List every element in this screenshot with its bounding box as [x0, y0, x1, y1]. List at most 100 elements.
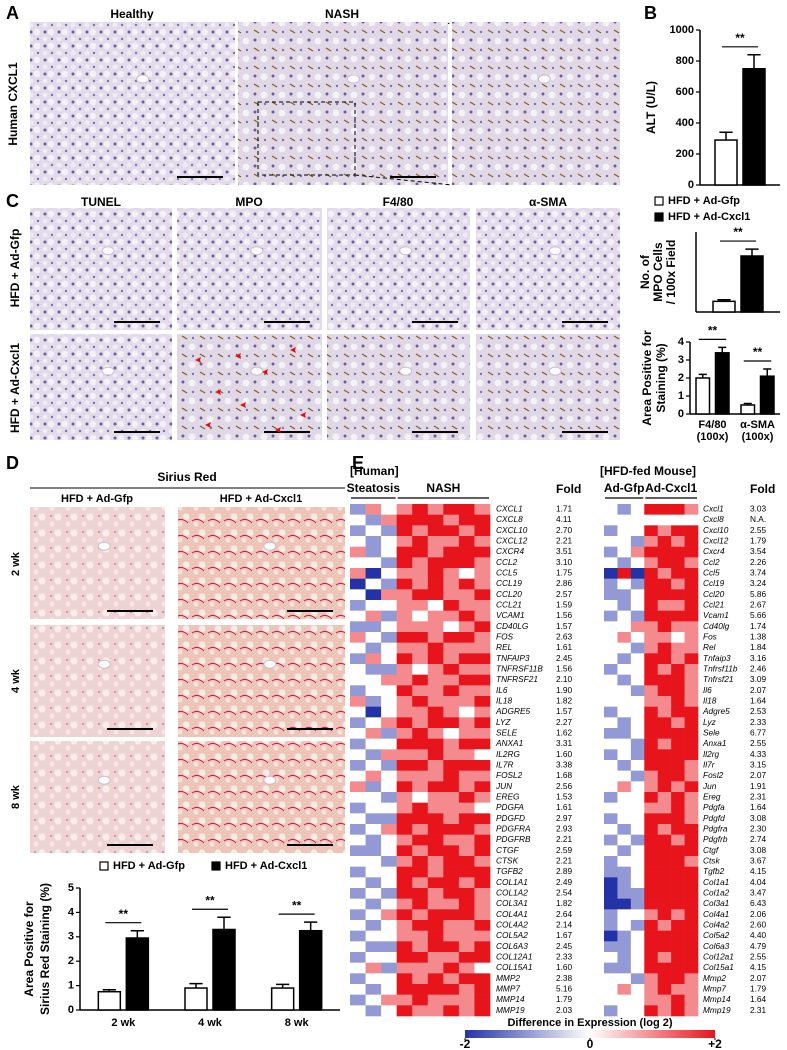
column-label: α-SMA — [529, 195, 567, 209]
heatmap-cell — [644, 994, 659, 1006]
legend-swatch — [654, 196, 664, 206]
heatmap-cell — [474, 504, 491, 515]
fold-value: 1.38 — [750, 632, 767, 642]
heatmap-cell — [617, 984, 632, 995]
gene-label: Il7r — [703, 760, 716, 770]
heatmap-cell — [474, 824, 491, 835]
heatmap-cell — [657, 877, 672, 889]
heatmap-cell — [350, 514, 366, 526]
fold-value: 1.56 — [556, 610, 573, 620]
heatmap-cell — [657, 674, 672, 686]
heatmap-cell — [474, 1005, 491, 1017]
fold-value: 2.55 — [750, 738, 767, 748]
heatmap-cell — [630, 952, 645, 963]
heatmap-cell — [617, 760, 632, 771]
fold-value: 2.60 — [750, 920, 767, 930]
micrograph — [476, 334, 620, 440]
fold-value: 2.57 — [556, 589, 573, 599]
heatmap-cell — [412, 930, 429, 942]
heatmap-cell — [412, 770, 429, 782]
heatmap-cell — [604, 589, 618, 601]
heatmap-cell — [427, 930, 444, 942]
heatmap-cell — [657, 632, 672, 643]
heatmap-cell — [458, 909, 475, 921]
heatmap-cell — [396, 760, 413, 771]
heatmap-cell — [365, 749, 382, 761]
fold-value: 4.79 — [750, 941, 767, 951]
heatmap-cell — [381, 781, 397, 793]
heatmap-cell — [657, 802, 672, 814]
heatmap-cell — [381, 962, 397, 974]
heatmap-cell — [630, 664, 645, 675]
significance-label: ** — [205, 893, 215, 907]
heatmap-cell — [630, 898, 645, 910]
heatmap-cell — [474, 845, 491, 857]
heatmap-cell — [644, 653, 659, 665]
heatmap-cell — [630, 568, 645, 579]
heatmap-cell — [412, 664, 429, 675]
heatmap-cell — [396, 610, 413, 622]
heatmap-cell — [443, 589, 460, 601]
heatmap-cell — [381, 589, 397, 601]
heatmap-cell — [684, 834, 699, 846]
heatmap-cell — [657, 834, 672, 846]
heatmap-cell — [381, 941, 397, 953]
heatmap-cell — [458, 834, 475, 846]
heatmap-cell — [396, 674, 413, 686]
heatmap-cell — [671, 962, 685, 974]
heatmap-cell — [427, 792, 444, 803]
arrow-marker — [195, 357, 201, 363]
heatmap-cell — [630, 589, 645, 601]
heatmap-cell — [617, 546, 632, 558]
heatmap-cell — [617, 728, 632, 739]
heatmap-cell — [644, 760, 659, 771]
gene-label: Ereg — [703, 792, 721, 802]
heatmap-cell — [604, 909, 618, 921]
heatmap-cell — [474, 962, 491, 974]
fold-value: 1.82 — [556, 696, 573, 706]
heatmap-cell — [350, 632, 366, 643]
heatmap-cell — [474, 610, 491, 622]
heatmap-cell — [396, 514, 413, 526]
heatmap-cell — [684, 504, 699, 515]
fold-value: 3.51 — [556, 546, 573, 556]
bar — [184, 987, 208, 1011]
x-tick-label: 4 wk — [198, 1017, 223, 1029]
heatmap-cell — [657, 546, 672, 558]
heatmap-cell — [604, 514, 618, 526]
fold-value: 1.61 — [556, 802, 573, 812]
heatmap-cell — [630, 642, 645, 654]
heatmap-cell — [474, 802, 491, 814]
heatmap-cell — [617, 568, 632, 579]
heatmap-cell — [671, 568, 685, 579]
heatmap-cell — [630, 674, 645, 686]
x-tick-label: 8 wk — [285, 1017, 310, 1029]
fold-value: 2.70 — [556, 525, 573, 535]
heatmap-cell — [396, 909, 413, 921]
heatmap-cell — [427, 568, 444, 579]
heatmap-cell — [443, 621, 460, 633]
heatmap-cell — [644, 621, 659, 633]
heatmap-cell — [684, 792, 699, 803]
heatmap-cell — [443, 984, 460, 995]
column-label: TUNEL — [81, 195, 121, 209]
heatmap-cell — [644, 674, 659, 686]
heatmap-cell — [458, 525, 475, 537]
heatmap-cell — [427, 642, 444, 654]
heatmap-cell — [443, 664, 460, 675]
heatmap-cell — [474, 941, 491, 953]
heatmap-cell — [617, 589, 632, 601]
heatmap-cell — [684, 696, 699, 707]
fold-value: 2.07 — [750, 770, 767, 780]
vessel — [347, 74, 360, 84]
heatmap-cell — [350, 760, 366, 771]
fold-value: 3.74 — [750, 568, 767, 578]
y-axis-label: Staining (%) — [654, 343, 668, 412]
gene-label: Ctsk — [703, 856, 720, 866]
heatmap-cell — [443, 920, 460, 931]
heatmap-cell — [630, 632, 645, 643]
heatmap-cell — [671, 632, 685, 643]
heatmap-cell — [350, 930, 366, 942]
error-bar — [217, 916, 231, 930]
heatmap-cell — [412, 504, 429, 515]
